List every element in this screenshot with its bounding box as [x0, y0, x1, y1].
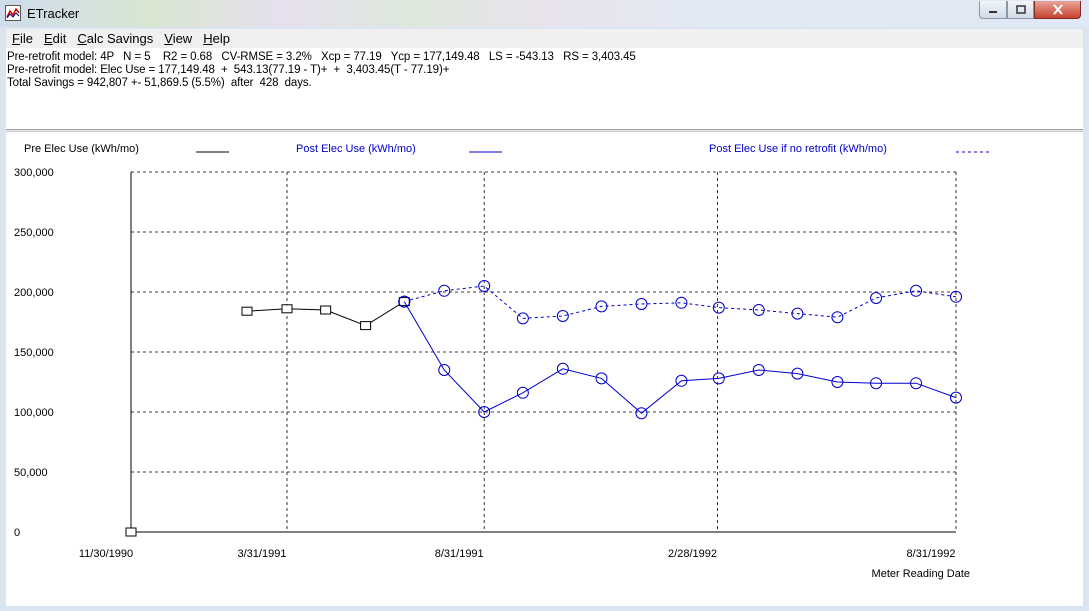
x-tick-label: 8/31/1992 — [907, 548, 956, 560]
data-point-circle — [752, 304, 765, 316]
maximize-icon — [1015, 4, 1026, 14]
legend-layer: Pre Elec Use (kWh/mo) Post Elec Use (kWh/… — [24, 143, 989, 155]
data-point-circle — [910, 284, 923, 297]
data-point-square — [281, 304, 293, 314]
x-axis-label: Meter Reading Date — [872, 568, 970, 580]
close-icon — [1052, 4, 1063, 15]
menu-calc-savings[interactable]: Calc Savings — [77, 31, 153, 46]
series-layer — [125, 280, 962, 537]
data-point-circle — [478, 280, 491, 292]
legend-label: Pre Elec Use (kWh/mo) — [24, 143, 139, 155]
y-tick-label: 0 — [14, 527, 20, 539]
data-point-circle — [635, 407, 648, 420]
data-point-circle — [516, 386, 529, 399]
legend-label: Post Elec Use (kWh/mo) — [296, 143, 416, 155]
data-point-square — [360, 321, 372, 331]
menu-calc-savings-accel: C — [77, 31, 87, 46]
menu-bar: File Edit Calc Savings View Help — [6, 29, 1083, 48]
data-point-circle — [635, 298, 648, 310]
y-tick-label: 100,000 — [14, 407, 54, 419]
data-point-circle — [398, 295, 411, 308]
menu-calc-savings-label: alc Savings — [86, 31, 154, 46]
data-point-circle — [438, 364, 451, 376]
data-point-circle — [910, 377, 923, 390]
menu-edit-accel: E — [43, 31, 53, 46]
x-tick-label: 11/30/1990 — [79, 548, 133, 560]
series-line — [404, 285, 957, 319]
menu-view-label: iew — [172, 31, 193, 46]
data-point-circle — [870, 377, 883, 390]
model-stats-line: Pre-retrofit model: 4P N = 5 R2 = 0.68 C… — [7, 51, 636, 63]
chart-panel: 0 50,000 100,000 150,000 200,000 250,000 300,0… — [6, 131, 1083, 606]
data-point-circle — [712, 301, 725, 314]
data-point-square — [320, 305, 332, 315]
data-point-circle — [438, 284, 451, 297]
energy-use-chart: 0 50,000 100,000 150,000 200,000 250,000 300,0… — [14, 143, 989, 580]
data-point-circle — [831, 376, 844, 388]
model-equation-line: Pre-retrofit model: Elec Use = 177,149.4… — [7, 64, 450, 76]
data-point-circle — [516, 312, 529, 325]
y-tick-label: 200,000 — [14, 287, 54, 299]
grid-layer — [131, 171, 957, 532]
data-point-circle — [478, 406, 491, 418]
minimize-icon — [989, 10, 997, 13]
data-point-circle — [791, 307, 804, 320]
y-tick-label: 150,000 — [14, 347, 54, 359]
x-tick-label: 8/31/1991 — [435, 548, 484, 560]
y-tick-label: 300,000 — [14, 167, 54, 179]
close-button[interactable] — [1034, 1, 1081, 19]
data-point-circle — [870, 292, 883, 304]
data-point-circle — [831, 311, 844, 324]
menu-help-accel: H — [203, 31, 213, 46]
data-point-circle — [712, 372, 725, 385]
menu-view-accel: V — [164, 31, 173, 46]
model-info-panel: Pre-retrofit model: 4P N = 5 R2 = 0.68 C… — [6, 48, 1083, 130]
axis-layer: 0 50,000 100,000 150,000 200,000 250,000 300,0… — [14, 167, 956, 560]
data-point-circle — [675, 374, 688, 387]
data-point-circle — [950, 391, 962, 404]
menu-view[interactable]: View — [164, 31, 192, 46]
total-savings-line: Total Savings = 942,807 +- 51,869.5 (5.5… — [7, 77, 312, 89]
data-point-circle — [556, 310, 569, 322]
menu-file[interactable]: File — [12, 31, 33, 46]
menu-file-label: ile — [19, 31, 33, 46]
minimize-button[interactable] — [979, 1, 1007, 19]
menu-edit-label: dit — [52, 31, 67, 46]
menu-help-label: elp — [212, 31, 230, 46]
data-point-square — [241, 306, 253, 316]
data-point-circle — [675, 296, 688, 309]
data-point-circle — [595, 300, 608, 313]
series-line — [403, 301, 957, 414]
menu-help[interactable]: Help — [203, 31, 230, 46]
y-tick-label: 50,000 — [14, 467, 48, 479]
data-point-square — [125, 527, 137, 537]
x-tick-label: 3/31/1991 — [238, 548, 287, 560]
maximize-button[interactable] — [1007, 1, 1034, 19]
data-point-circle — [950, 290, 962, 303]
y-tick-label: 250,000 — [14, 227, 54, 239]
x-tick-label: 2/28/1992 — [668, 548, 717, 560]
data-point-circle — [556, 362, 569, 375]
data-point-circle — [752, 364, 765, 376]
data-point-circle — [595, 372, 608, 385]
data-point-circle — [791, 367, 804, 380]
title-bar[interactable]: ETracker — [0, 0, 1089, 27]
window-title: ETracker — [27, 6, 80, 21]
legend-label: Post Elec Use if no retrofit (kWh/mo) — [709, 143, 887, 155]
menu-file-accel: F — [12, 31, 20, 46]
etracker-app-icon — [5, 5, 21, 21]
menu-edit[interactable]: Edit — [44, 31, 66, 46]
